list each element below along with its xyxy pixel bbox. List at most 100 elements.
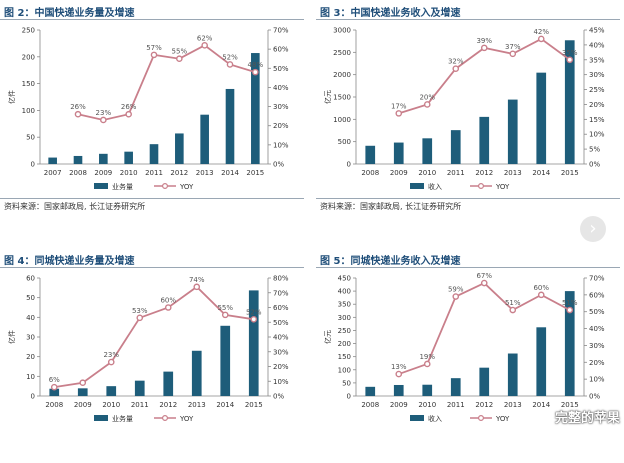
y2-tick-label: 10% <box>273 378 289 386</box>
chart-3-svg: 0 10 20 30 40 50 60 0% 10% 20% 30% 40% 50% 60% 70% 80% 亿… <box>7 275 289 424</box>
source-rule <box>316 198 620 199</box>
y-tick-label: 60 <box>26 275 35 283</box>
bar <box>422 138 433 164</box>
source-note: 资料来源：国家邮政局, 长江证券研究所 <box>4 202 146 211</box>
bar <box>536 327 547 396</box>
yoy-data-label: 62% <box>197 34 213 42</box>
y-tick-label: 50 <box>26 134 35 142</box>
yoy-point <box>452 65 460 73</box>
yoy-point <box>226 61 234 68</box>
yoy-data-label: 26% <box>121 103 137 111</box>
y-tick-label: 40 <box>26 314 35 322</box>
y2-tick-label: 35% <box>589 56 605 64</box>
x-tick-label: 2010 <box>102 401 120 409</box>
y-tick-label: 20 <box>26 353 35 361</box>
next-arrow-icon[interactable]: › <box>580 216 606 242</box>
bar <box>73 155 83 164</box>
legend-line-marker <box>478 183 485 190</box>
y-tick-label: 30 <box>26 334 35 342</box>
x-tick-label: 2010 <box>418 169 436 177</box>
y2-tick-label: 20% <box>273 363 289 371</box>
legend-bar-label: 业务量 <box>112 414 133 423</box>
yoy-point <box>537 35 545 43</box>
yoy-point <box>50 383 58 391</box>
x-tick-label: 2013 <box>188 401 206 409</box>
y2-tick-label: 40% <box>273 334 289 342</box>
y-tick-label: 100 <box>22 107 35 115</box>
y2-tick-label: 0% <box>589 161 600 169</box>
yoy-data-label: 39% <box>476 37 492 45</box>
y2-tick-label: 10% <box>273 141 289 149</box>
bar <box>365 145 376 164</box>
bar <box>479 116 490 164</box>
y-axis-label: 亿元 <box>323 330 332 344</box>
y2-tick-label: 50% <box>273 319 289 327</box>
y2-tick-label: 30% <box>589 342 605 350</box>
y-tick-label: 400 <box>338 288 351 296</box>
bar <box>225 88 235 164</box>
source-rule <box>0 198 304 199</box>
y2-tick-label: 60% <box>273 46 289 54</box>
yoy-data-label: 6% <box>49 376 60 384</box>
bar <box>507 353 518 396</box>
yoy-data-label: 32% <box>448 58 464 66</box>
title-rule <box>316 19 620 20</box>
y-tick-label: 50 <box>342 379 351 387</box>
x-tick-label: 2015 <box>561 169 579 177</box>
y-tick-label: 2000 <box>333 71 351 79</box>
yoy-point <box>164 304 172 311</box>
x-tick-label: 2010 <box>418 401 436 409</box>
bar <box>450 378 461 396</box>
y-tick-label: 10 <box>26 373 35 381</box>
bar <box>48 157 57 164</box>
bar <box>422 384 433 396</box>
bar <box>507 99 518 164</box>
y2-tick-label: 10% <box>589 131 605 139</box>
yoy-point <box>452 293 460 300</box>
y2-tick-label: 50% <box>273 65 289 73</box>
x-tick-label: 2013 <box>504 169 522 177</box>
yoy-data-label: 60% <box>533 284 549 292</box>
yoy-data-label: 35% <box>562 49 578 57</box>
watermark: 完整的苹果 <box>554 411 620 426</box>
x-tick-label: 2011 <box>145 169 163 177</box>
yoy-point <box>566 56 574 64</box>
x-tick-label: 2012 <box>170 169 188 177</box>
yoy-point <box>395 110 403 117</box>
bar <box>77 388 88 396</box>
yoy-point <box>395 370 403 378</box>
yoy-point <box>252 68 259 76</box>
yoy-data-label: 23% <box>96 109 112 117</box>
yoy-data-label: 59% <box>448 286 464 294</box>
x-tick-label: 2012 <box>475 401 493 409</box>
chart-panel-4: 图 5：同城快递业务收入及增速 0 50 100 150 200 250 300 350 400… <box>316 248 624 463</box>
bar <box>479 367 490 396</box>
x-tick-label: 2012 <box>475 169 493 177</box>
yoy-data-label: 55% <box>217 304 233 312</box>
x-tick-label: 2014 <box>221 169 239 177</box>
bar <box>220 325 231 396</box>
x-tick-label: 2015 <box>245 401 263 409</box>
bar <box>149 144 159 164</box>
yoy-data-label: 51% <box>505 299 521 307</box>
y-tick-label: 250 <box>338 327 351 335</box>
y-tick-label: 1000 <box>333 116 351 124</box>
x-tick-label: 2011 <box>447 401 465 409</box>
yoy-data-label: 67% <box>476 272 492 280</box>
legend-line-marker <box>478 415 485 422</box>
yoy-point <box>136 314 144 322</box>
x-tick-label: 2009 <box>94 169 112 177</box>
yoy-point <box>79 379 87 387</box>
legend-bar-label: 业务量 <box>112 182 133 191</box>
legend-line-marker <box>162 183 169 190</box>
x-tick-label: 2011 <box>447 169 465 177</box>
y2-tick-label: 70% <box>589 275 605 283</box>
legend-bar-label: 收入 <box>428 414 442 423</box>
yoy-data-label: 55% <box>172 48 188 56</box>
chart-panel-1: 图 2：中国快递业务量及增速 0 50 100 150 200 250 0% 10% 20% 30… <box>0 0 312 215</box>
chart-title: 图 5：同城快递业务收入及增速 <box>320 256 461 267</box>
bar <box>191 350 202 396</box>
x-tick-label: 2012 <box>159 401 177 409</box>
bar <box>393 384 404 396</box>
y-tick-label: 450 <box>338 275 351 283</box>
